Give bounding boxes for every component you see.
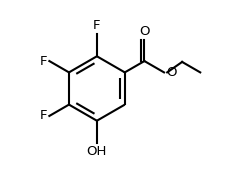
Text: F: F [40, 109, 47, 122]
Text: OH: OH [86, 145, 107, 158]
Text: F: F [93, 19, 100, 32]
Text: O: O [165, 66, 176, 79]
Text: F: F [40, 55, 47, 68]
Text: O: O [139, 25, 149, 38]
